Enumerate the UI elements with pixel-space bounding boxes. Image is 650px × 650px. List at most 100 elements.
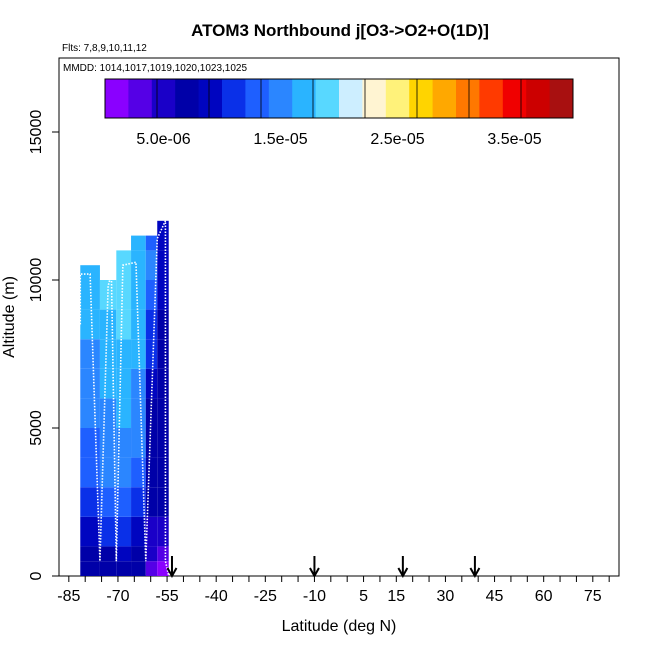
x-tick-label: 45 bbox=[486, 588, 504, 605]
heatmap-cell bbox=[116, 546, 132, 562]
heatmap-cell bbox=[157, 280, 169, 310]
heatmap-cell bbox=[116, 368, 132, 399]
colorbar-swatch bbox=[409, 79, 434, 118]
heatmap-cell bbox=[99, 309, 117, 340]
colorbar-swatch bbox=[128, 79, 153, 118]
x-tick-label: -10 bbox=[303, 588, 326, 605]
heatmap-cell bbox=[145, 457, 158, 488]
heatmap-cell bbox=[157, 428, 169, 458]
colorbar-swatch bbox=[456, 79, 480, 118]
heatmap-cell bbox=[116, 428, 132, 458]
heatmap-cell bbox=[145, 280, 158, 310]
plot-frame bbox=[58, 57, 620, 577]
heatmap-cell bbox=[131, 368, 146, 399]
heatmap-cell bbox=[157, 457, 169, 488]
heatmap-cell bbox=[80, 398, 100, 428]
colorbar-tick-label: 5.0e-06 bbox=[136, 131, 190, 148]
heatmap-cell bbox=[145, 546, 158, 562]
heatmap-cell bbox=[157, 368, 169, 399]
colorbar-swatch bbox=[339, 79, 363, 118]
colorbar-swatch bbox=[385, 79, 410, 118]
heatmap-cell bbox=[157, 516, 169, 547]
colorbar-swatch bbox=[549, 79, 574, 118]
heatmap-cell bbox=[116, 457, 132, 488]
colorbar-tick-label: 1.5e-05 bbox=[253, 131, 307, 148]
y-tick-label: 15000 bbox=[28, 110, 45, 155]
x-tick-label: 75 bbox=[584, 588, 602, 605]
heatmap-cell bbox=[145, 428, 158, 458]
colorbar-swatch bbox=[245, 79, 270, 118]
heatmap-cell bbox=[99, 516, 117, 547]
heatmap-cell bbox=[80, 428, 100, 458]
heatmap-cell bbox=[99, 561, 117, 576]
heatmap-cell bbox=[116, 280, 132, 310]
flight-track bbox=[79, 220, 170, 577]
heatmap-cell bbox=[80, 368, 100, 399]
x-tick-label: -55 bbox=[156, 588, 179, 605]
heatmap-cell bbox=[131, 235, 146, 251]
heatmap-cell bbox=[80, 339, 100, 369]
latitude-arrows bbox=[166, 556, 481, 579]
x-tick-label: 15 bbox=[387, 588, 405, 605]
x-tick-label: 60 bbox=[535, 588, 553, 605]
heatmap-cell bbox=[80, 487, 100, 517]
colorbar-frame bbox=[104, 78, 574, 119]
heatmap-cell bbox=[157, 339, 169, 369]
x-tick-label: -25 bbox=[254, 588, 277, 605]
heatmap-cell bbox=[80, 457, 100, 488]
flights-subtitle: Flts: 7,8,9,10,11,12 bbox=[62, 43, 147, 54]
latitude-arrow-head bbox=[397, 567, 409, 579]
colorbar-tick-label: 3.5e-05 bbox=[487, 131, 541, 148]
x-tick-label: 30 bbox=[437, 588, 455, 605]
heatmap-cell bbox=[116, 561, 132, 576]
heatmap-cell bbox=[131, 561, 146, 576]
x-tick-label: -70 bbox=[106, 588, 129, 605]
heatmap-cell bbox=[157, 487, 169, 517]
heatmap-cell bbox=[80, 265, 100, 280]
y-axis-label: Altitude (m) bbox=[1, 276, 18, 358]
colorbar-swatch bbox=[222, 79, 246, 118]
heatmap-cell bbox=[145, 368, 158, 399]
heatmap-cell bbox=[145, 516, 158, 547]
colorbar-swatch bbox=[432, 79, 457, 118]
dates-subtitle: MMDD: 1014,1017,1019,1020,1023,1025 bbox=[63, 63, 247, 74]
heatmap-cell bbox=[145, 487, 158, 517]
colorbar-swatch bbox=[175, 79, 200, 118]
colorbar-swatch bbox=[362, 79, 387, 118]
heatmap-cell bbox=[131, 398, 146, 428]
heatmap-cell bbox=[99, 339, 117, 369]
heatmap-cell bbox=[131, 516, 146, 547]
colorbar-swatch bbox=[526, 79, 551, 118]
colorbar-swatch bbox=[502, 79, 527, 118]
colorbar-swatch bbox=[268, 79, 293, 118]
colorbar-swatch bbox=[292, 79, 317, 118]
x-tick-label: -85 bbox=[57, 588, 80, 605]
colorbar: 5.0e-06 1.5e-05 2.5e-05 3.5e-05 bbox=[104, 78, 574, 148]
heatmap-cell bbox=[116, 487, 132, 517]
latitude-arrow-head bbox=[469, 567, 481, 579]
x-axis: -85 -70 -55 -40 -25 -10 5 15 30 45 60 75 bbox=[57, 576, 610, 605]
heatmap-cell bbox=[145, 339, 158, 369]
colorbar-swatch bbox=[315, 79, 340, 118]
heatmap-cell bbox=[157, 398, 169, 428]
heatmap-cell bbox=[80, 309, 100, 340]
chart-title: ATOM3 Northbound j[O3->O2+O(1D)] bbox=[191, 21, 489, 40]
heatmap-cell bbox=[116, 309, 132, 340]
heatmap-cell bbox=[99, 368, 117, 399]
heatmap-cell bbox=[131, 280, 146, 310]
y-tick-label: 0 bbox=[28, 571, 45, 580]
heatmap-cell bbox=[80, 516, 100, 547]
heatmap-cell bbox=[116, 398, 132, 428]
heatmap-cell bbox=[157, 309, 169, 340]
y-tick-label: 5000 bbox=[28, 410, 45, 446]
colorbar-swatch bbox=[151, 79, 176, 118]
heatmap-cell bbox=[99, 487, 117, 517]
heatmap-cell bbox=[99, 457, 117, 488]
heatmap-cell bbox=[80, 546, 100, 562]
heatmap-cell bbox=[145, 398, 158, 428]
heatmap-cell bbox=[157, 546, 169, 562]
heatmap-cell bbox=[145, 561, 158, 576]
heatmap-cell bbox=[99, 428, 117, 458]
colorbar-swatch bbox=[198, 79, 223, 118]
